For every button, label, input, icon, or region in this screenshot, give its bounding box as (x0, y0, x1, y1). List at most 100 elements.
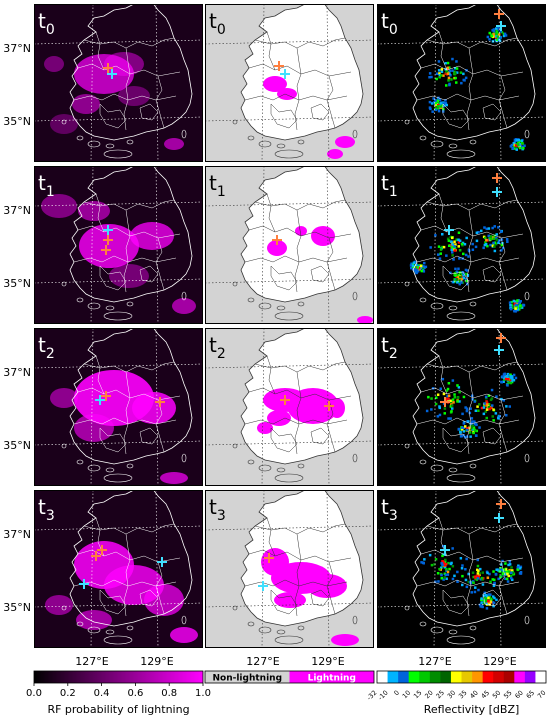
reflectivity-pixel (485, 238, 488, 242)
reflectivity-pixel (504, 572, 507, 576)
reflectivity-pixel (422, 270, 426, 273)
lightning-area (74, 54, 134, 94)
panel-frame (34, 490, 203, 648)
island (448, 305, 458, 311)
lightning-area (130, 222, 174, 250)
reflectivity-pixel (492, 584, 496, 587)
reflectivity-pixel (506, 580, 510, 583)
reflectivity-pixel (508, 405, 511, 408)
reflectivity-pixel (512, 373, 516, 377)
reflectivity-pixel (467, 572, 470, 576)
reflectivity-pixel (448, 66, 451, 69)
reflectivity-pixel (449, 417, 452, 420)
reflectivity-pixel (434, 101, 437, 105)
panel-frame (205, 4, 374, 162)
reflectivity-pixel (457, 231, 461, 234)
reflectivity-pixel (510, 376, 514, 379)
province-boundary (482, 427, 502, 445)
reflectivity-pixel (467, 580, 470, 584)
gridline (205, 201, 374, 207)
reflectivity-pixel (445, 254, 448, 257)
island (87, 626, 101, 634)
reflectivity-pixel (480, 576, 484, 580)
province-boundary (266, 355, 276, 395)
reflectivity-pixel (454, 280, 457, 283)
reflectivity-pixel (518, 143, 521, 147)
province-boundary (420, 225, 524, 239)
reflectivity-pixel (500, 238, 504, 241)
reflectivity-pixel (471, 571, 475, 574)
panel-r2-c2: t2 (377, 328, 546, 486)
reflectivity-pixel (432, 97, 435, 100)
colorbar-reflectivity-tick: 55 (502, 689, 514, 701)
lightning-area (267, 240, 287, 256)
colorbar-reflectivity-tick: 35 (457, 689, 469, 701)
reflectivity-pixel (455, 238, 458, 241)
reflectivity-pixel (444, 562, 448, 566)
reflectivity-pixel (480, 601, 483, 604)
reflectivity-pixel (514, 307, 517, 310)
province-boundary (270, 589, 298, 615)
reflectivity-pixel (523, 144, 526, 147)
reflectivity-pixel (501, 375, 504, 378)
reflectivity-pixel (503, 376, 506, 380)
reflectivity-pixel (495, 34, 498, 37)
reflectivity-pixel (507, 378, 510, 381)
time-label-base: t (209, 333, 217, 357)
coastline (412, 490, 536, 627)
reflectivity-pixel (509, 304, 512, 307)
reflectivity-pixel (520, 139, 524, 143)
reflectivity-pixel (410, 266, 413, 270)
reflectivity-pixel (455, 81, 458, 84)
lightning-area (144, 584, 184, 616)
reflectivity-pixel (504, 34, 508, 37)
panel-r1-c0: t1 (34, 166, 203, 324)
reflectivity-pixel (438, 567, 441, 571)
reflectivity-pixel (508, 301, 512, 304)
reflectivity-pixel (518, 145, 521, 148)
reflectivity-pixel (504, 568, 508, 571)
time-label: t2 (209, 333, 226, 362)
reflectivity-pixel (451, 254, 454, 257)
reflectivity-pixel (475, 423, 478, 427)
province-boundary (266, 193, 276, 233)
island (87, 302, 101, 310)
reflectivity-pixel (495, 35, 498, 38)
reflectivity-pixel (509, 145, 513, 148)
reflectivity-pixel (474, 576, 477, 580)
reflectivity-pixel (473, 400, 476, 403)
reflectivity-pixel (415, 269, 418, 272)
reflectivity-pixel (485, 401, 489, 405)
reflectivity-pixel (436, 99, 440, 103)
reflectivity-pixel (465, 428, 469, 432)
reflectivity-pixel (493, 234, 496, 237)
reflectivity-pixel (422, 562, 425, 565)
reflectivity-pixel (445, 569, 448, 572)
province-boundary (83, 199, 175, 211)
lightning-area (274, 592, 306, 608)
reflectivity-pixel (492, 419, 495, 422)
reflectivity-pixel (463, 79, 466, 82)
province-boundary (266, 517, 276, 557)
reflectivity-pixel (437, 580, 440, 583)
reflectivity-pixel (468, 426, 471, 430)
reflectivity-pixel (456, 281, 459, 284)
reflectivity-pixel (458, 400, 461, 403)
lightning-area (160, 472, 188, 484)
reflectivity-pixel (440, 68, 444, 71)
island (276, 467, 286, 473)
province-boundary (438, 31, 448, 71)
colorbar-reflectivity-tick: 10 (401, 689, 413, 701)
reflectivity-pixel (415, 271, 419, 274)
reflectivity-pixel (476, 564, 480, 568)
gridline (34, 201, 203, 207)
island (469, 139, 477, 145)
reflectivity-pixel (447, 239, 451, 242)
orange-cross-marker (324, 401, 334, 411)
province-boundary (139, 427, 159, 445)
lat-label-35: 35°N (3, 439, 31, 452)
reflectivity-pixel (478, 571, 481, 575)
reflectivity-pixel (455, 278, 459, 281)
reflectivity-pixel (416, 266, 419, 269)
reflectivity-pixel (485, 408, 489, 411)
